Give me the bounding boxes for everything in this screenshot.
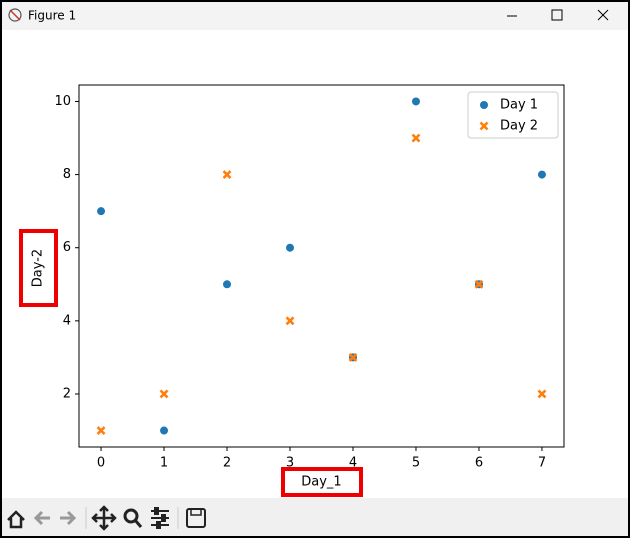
data-point: [411, 97, 420, 106]
x-tick-label: 2: [223, 456, 231, 471]
window-title: Figure 1: [28, 9, 76, 23]
highlight-box: [19, 229, 58, 307]
app-icon: [8, 8, 22, 22]
data-point: [348, 352, 358, 362]
data-point: [97, 207, 106, 216]
legend-label: Day 1: [500, 98, 538, 113]
forward-button[interactable]: [60, 510, 77, 526]
x-tick-label: 3: [286, 456, 294, 471]
data-point: [159, 389, 169, 399]
back-button[interactable]: [33, 510, 50, 526]
y-tick-label: 8: [63, 167, 71, 182]
pan-button[interactable]: [91, 505, 117, 531]
zoom-button[interactable]: [123, 508, 143, 528]
x-tick-label: 6: [475, 456, 483, 471]
data-point: [537, 389, 547, 399]
title-bar: [2, 2, 628, 30]
save-button[interactable]: [186, 508, 206, 528]
data-point: [222, 170, 232, 180]
data-point: [286, 243, 295, 252]
data-point: [285, 316, 295, 326]
data-point: [223, 280, 232, 289]
home-button[interactable]: [7, 510, 25, 529]
x-tick-label: 0: [97, 456, 105, 471]
data-point: [160, 426, 169, 435]
legend-marker: [480, 101, 488, 109]
maximize-button[interactable]: [551, 9, 563, 21]
x-tick-label: 1: [160, 456, 168, 471]
y-tick-label: 4: [63, 313, 71, 328]
x-tick-label: 7: [538, 456, 546, 471]
y-tick-label: 10: [54, 94, 71, 109]
x-axis-label: Day_1: [301, 475, 341, 490]
data-point: [537, 170, 546, 179]
plot-area: [78, 84, 565, 448]
x-tick-label: 4: [349, 456, 357, 471]
data-point: [96, 426, 106, 435]
configure-button[interactable]: [151, 507, 169, 529]
data-point: [411, 133, 421, 143]
x-tick-label: 5: [412, 456, 420, 471]
y-tick-label: 6: [63, 240, 71, 255]
data-point: [474, 279, 484, 289]
close-button[interactable]: [597, 9, 609, 21]
y-tick-label: 2: [63, 386, 71, 401]
y-axis-label: Day-2: [31, 249, 46, 287]
highlight-box: [281, 467, 363, 497]
legend-marker: [479, 121, 489, 131]
legend: [467, 91, 559, 139]
legend-label: Day 2: [500, 119, 538, 134]
